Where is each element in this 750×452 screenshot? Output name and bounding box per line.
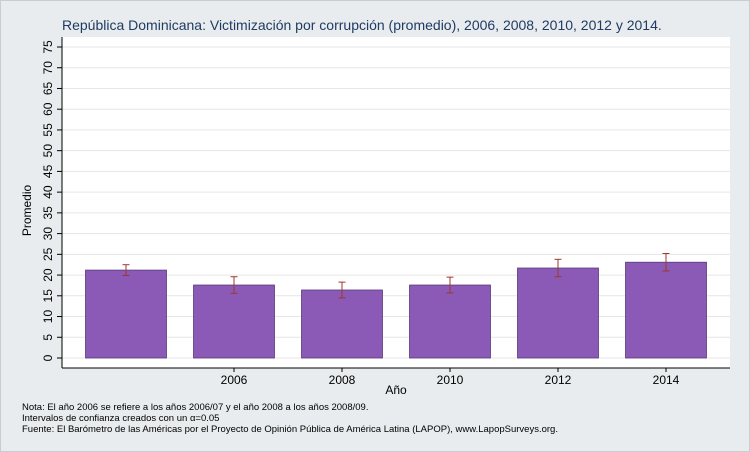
y-tick-label: 25 <box>41 247 55 261</box>
bar <box>301 289 383 359</box>
x-axis-title: Año <box>385 383 407 397</box>
y-tick-label: 5 <box>41 334 55 341</box>
y-tick-label: 0 <box>41 354 55 361</box>
x-tick-label: 2012 <box>545 373 572 387</box>
x-tick-label: 2008 <box>329 373 356 387</box>
x-tick-label: 2014 <box>653 373 680 387</box>
note-line-1: Nota: El año 2006 se refiere a los años … <box>22 402 369 413</box>
y-tick-label: 60 <box>41 102 55 116</box>
y-tick-label: 75 <box>41 40 55 54</box>
x-tick-label: 2006 <box>221 373 248 387</box>
y-tick-label: 40 <box>41 185 55 199</box>
y-axis: 0 5 10 15 20 25 30 35 40 45 50 55 60 65 70 75 <box>41 37 63 368</box>
plot-area <box>62 37 730 368</box>
y-tick-label: 10 <box>41 310 55 324</box>
bars <box>85 261 707 359</box>
gridlines <box>62 46 730 359</box>
error-bar <box>662 253 670 272</box>
bar <box>85 269 167 359</box>
x-tick-label: 2010 <box>437 373 464 387</box>
y-tick-label: 35 <box>41 206 55 220</box>
y-tick-label: 70 <box>41 61 55 75</box>
bar <box>193 284 275 359</box>
note-line-3: Fuente: El Barómetro de las Américas por… <box>22 424 558 435</box>
y-tick-label: 55 <box>41 123 55 137</box>
note-line-2: Intervalos de confianza creados con un α… <box>22 413 220 424</box>
error-bar <box>446 276 454 294</box>
bar <box>409 284 491 359</box>
y-axis-title: Promedio <box>20 184 34 236</box>
y-tick-label: 30 <box>41 227 55 241</box>
error-bar <box>338 281 346 299</box>
y-tick-label: 15 <box>41 289 55 303</box>
y-tick-label: 65 <box>41 81 55 95</box>
error-bar <box>230 276 238 294</box>
y-tick-label: 45 <box>41 164 55 178</box>
bar <box>517 267 599 359</box>
error-bar <box>554 258 562 278</box>
error-bar <box>122 264 130 276</box>
error-bars <box>122 253 670 299</box>
x-axis: 2006 2008 2010 2012 2014 <box>62 367 730 387</box>
y-tick-label: 50 <box>41 144 55 158</box>
bar <box>625 261 707 359</box>
chart-title: República Dominicana: Victimización por … <box>62 17 662 33</box>
y-tick-label: 20 <box>41 268 55 282</box>
